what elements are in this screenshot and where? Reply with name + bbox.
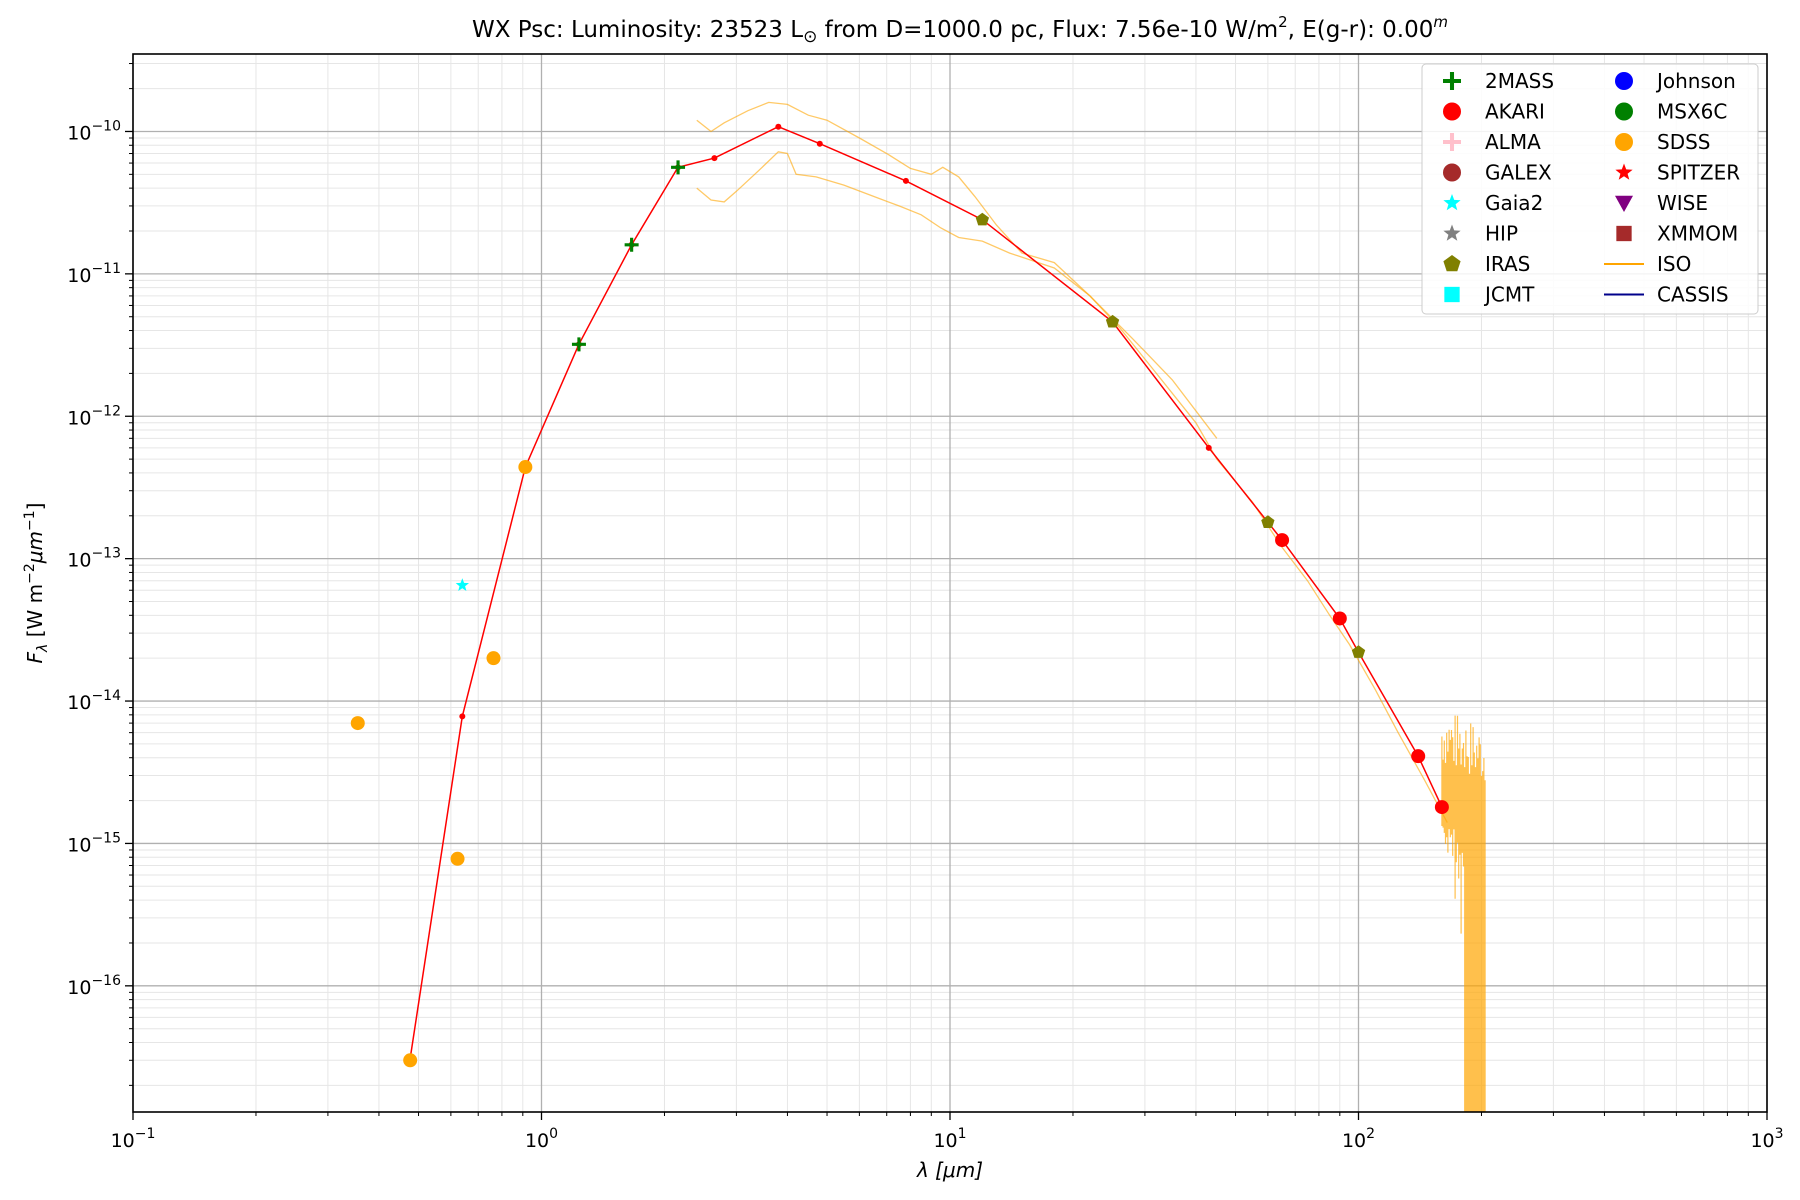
legend-entry: GALEX — [1443, 161, 1552, 185]
legend-marker-galex — [1443, 163, 1461, 182]
legend-label: AKARI — [1485, 100, 1545, 124]
x-axis-title: λ [μm] — [916, 1158, 983, 1182]
legend-entry: Gaia2 — [1443, 191, 1543, 215]
model-point — [711, 155, 718, 162]
legend-marker-xmmom — [1616, 225, 1632, 242]
legend-entry: ALMA — [1443, 130, 1541, 154]
legend-label: ALMA — [1485, 130, 1541, 154]
legend-label: IRAS — [1485, 252, 1530, 276]
legend-entry: Johnson — [1615, 69, 1736, 93]
data-point-akari — [1332, 611, 1347, 626]
data-point-iras — [1105, 314, 1120, 328]
legend-label: XMMOM — [1657, 222, 1738, 246]
model-point — [775, 123, 782, 130]
legend-entry: SPITZER — [1615, 161, 1740, 185]
y-tick-label: 10−15 — [67, 830, 121, 856]
model-point — [1205, 444, 1212, 451]
legend-label: Johnson — [1655, 69, 1736, 93]
legend-entry: ISO — [1604, 252, 1691, 276]
legend-entry: 2MASS — [1443, 69, 1554, 93]
y-tick-label: 10−11 — [67, 261, 121, 287]
legend-marker-hip — [1443, 224, 1461, 241]
legend-marker-spitzer — [1615, 163, 1633, 180]
data-point-sdss — [350, 716, 365, 731]
y-axis-title: Fλ [W m−2μm−1] — [22, 503, 51, 664]
legend-entry: JCMT — [1444, 283, 1535, 307]
legend-marker-jcmt — [1444, 286, 1460, 303]
legend-label: 2MASS — [1485, 69, 1554, 93]
legend-label: GALEX — [1485, 161, 1552, 185]
data-point-akari — [1275, 533, 1290, 548]
x-tick-label: 100 — [525, 1126, 558, 1152]
model-point — [902, 177, 909, 184]
legend-label: MSX6C — [1657, 100, 1727, 124]
photometry-points — [350, 160, 1449, 1068]
data-point-2mass — [671, 160, 686, 175]
data-point-sdss — [518, 460, 533, 475]
model-point — [816, 140, 823, 147]
legend-entry: IRAS — [1443, 252, 1530, 276]
legend-marker-gaia2 — [1443, 194, 1461, 211]
legend: 2MASS AKARI ALMA GALEX Gaia2 HIP IRAS JCMT Johns… — [1421, 63, 1759, 315]
data-point-iras — [975, 212, 989, 226]
data-point-akari — [1434, 800, 1449, 815]
legend-marker-wise — [1615, 195, 1633, 212]
legend-marker-2mass — [1443, 72, 1461, 90]
grid — [132, 54, 1768, 1112]
iso-spectrum-lower — [696, 151, 1448, 823]
data-point-sdss — [450, 851, 465, 866]
legend-marker-johnson — [1615, 72, 1633, 90]
legend-label: Gaia2 — [1485, 191, 1543, 215]
legend-label: CASSIS — [1657, 283, 1729, 307]
y-tick-label: 10−13 — [67, 546, 121, 572]
legend-entry: AKARI — [1443, 100, 1545, 124]
legend-entry: MSX6C — [1615, 100, 1727, 124]
data-point-iras — [1351, 645, 1366, 658]
legend-label: ISO — [1657, 252, 1691, 276]
iso-spectrum — [696, 101, 1486, 1112]
data-point-sdss — [403, 1053, 418, 1068]
data-point-2mass — [624, 237, 639, 252]
model-point — [459, 713, 466, 720]
x-tick-label: 103 — [1750, 1126, 1783, 1152]
legend-marker-alma — [1443, 133, 1461, 151]
chart-title: WX Psc: Luminosity: 23523 L⊙ from D=1000… — [472, 13, 1448, 47]
data-point-gaia2 — [455, 578, 469, 591]
legend-label: SDSS — [1657, 130, 1711, 154]
data-point-sdss — [486, 651, 501, 666]
legend-entry: HIP — [1443, 222, 1518, 246]
legend-label: SPITZER — [1657, 161, 1740, 185]
iso-noise-band — [1441, 715, 1486, 1112]
plot-area: 10−1 100 101 102 103 10−16 10−15 10−14 10−13 10−1… — [67, 53, 1784, 1152]
legend-label: JCMT — [1483, 283, 1535, 307]
y-tick-label: 10−12 — [67, 403, 121, 429]
legend-marker-iras — [1443, 255, 1461, 272]
legend-entry: XMMOM — [1616, 222, 1738, 246]
legend-label: WISE — [1657, 191, 1708, 215]
legend-marker-msx6c — [1615, 102, 1633, 121]
y-tick-label: 10−16 — [67, 973, 121, 999]
x-tick-label: 10−1 — [111, 1126, 156, 1152]
legend-entry: WISE — [1615, 191, 1708, 215]
data-point-2mass — [571, 337, 586, 352]
data-point-akari — [1411, 749, 1426, 764]
legend-box — [1421, 63, 1759, 315]
y-tick-label: 10−10 — [67, 118, 121, 144]
legend-entry: SDSS — [1615, 130, 1711, 154]
legend-entry: CASSIS — [1604, 283, 1729, 307]
y-tick-label: 10−14 — [67, 688, 121, 714]
iso-spectrum-upper — [696, 101, 1218, 439]
legend-marker-sdss — [1615, 133, 1633, 151]
x-tick-label: 101 — [933, 1126, 966, 1152]
data-point-iras — [1261, 515, 1275, 528]
x-tick-label: 102 — [1342, 1126, 1375, 1152]
axis-ticks: 10−1 100 101 102 103 10−16 10−15 10−14 10−13 10−1… — [67, 63, 1784, 1152]
legend-marker-akari — [1443, 102, 1461, 121]
legend-label: HIP — [1485, 222, 1518, 246]
